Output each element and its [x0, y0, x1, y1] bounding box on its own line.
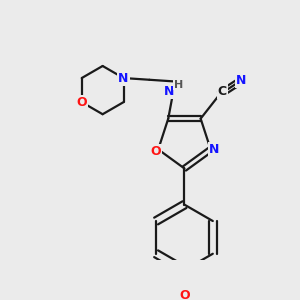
- Text: N: N: [236, 74, 246, 87]
- Text: O: O: [179, 290, 190, 300]
- Text: O: O: [76, 96, 87, 109]
- Text: N: N: [118, 71, 129, 85]
- Text: O: O: [150, 145, 161, 158]
- Text: N: N: [209, 143, 219, 156]
- Text: C: C: [218, 85, 227, 98]
- Text: N: N: [164, 85, 174, 98]
- Text: H: H: [174, 80, 183, 89]
